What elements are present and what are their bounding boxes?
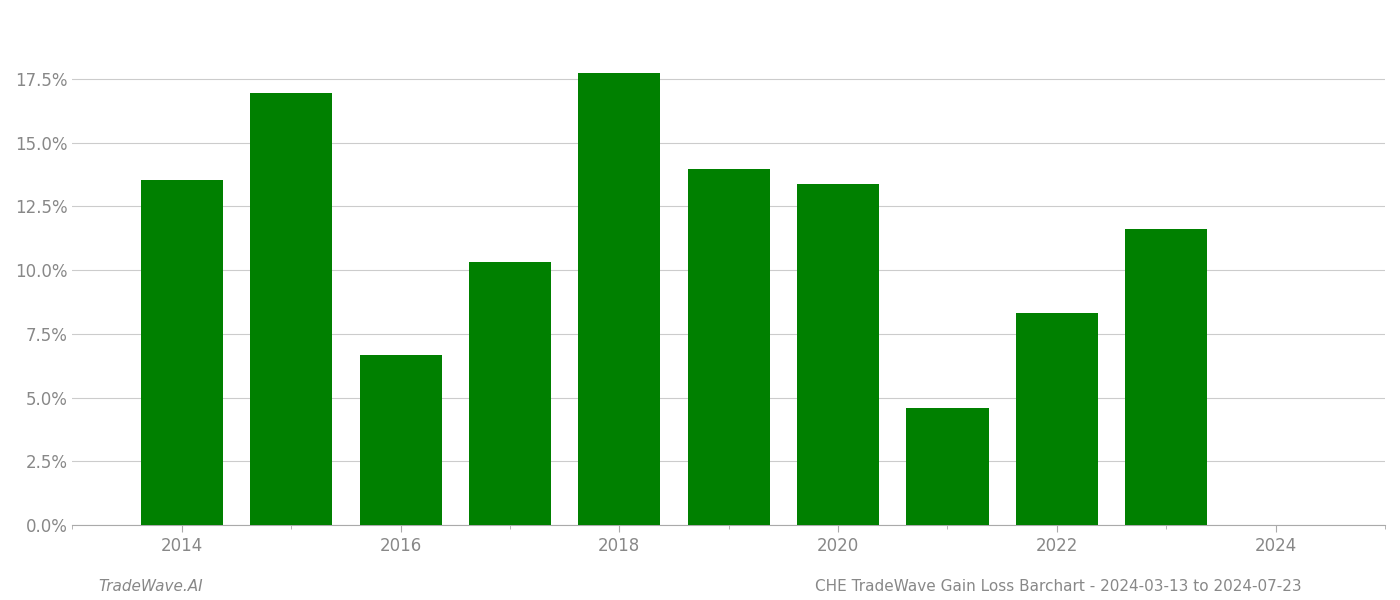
Bar bbox=[141, 179, 223, 525]
Bar bbox=[906, 408, 988, 525]
Text: CHE TradeWave Gain Loss Barchart - 2024-03-13 to 2024-07-23: CHE TradeWave Gain Loss Barchart - 2024-… bbox=[815, 579, 1302, 594]
Bar bbox=[1126, 229, 1207, 525]
Bar bbox=[687, 169, 770, 525]
Bar bbox=[469, 262, 552, 525]
Text: TradeWave.AI: TradeWave.AI bbox=[98, 579, 203, 594]
Bar bbox=[360, 355, 441, 525]
Bar bbox=[578, 73, 661, 525]
Bar bbox=[1016, 313, 1098, 525]
Bar bbox=[251, 94, 332, 525]
Bar bbox=[797, 184, 879, 525]
